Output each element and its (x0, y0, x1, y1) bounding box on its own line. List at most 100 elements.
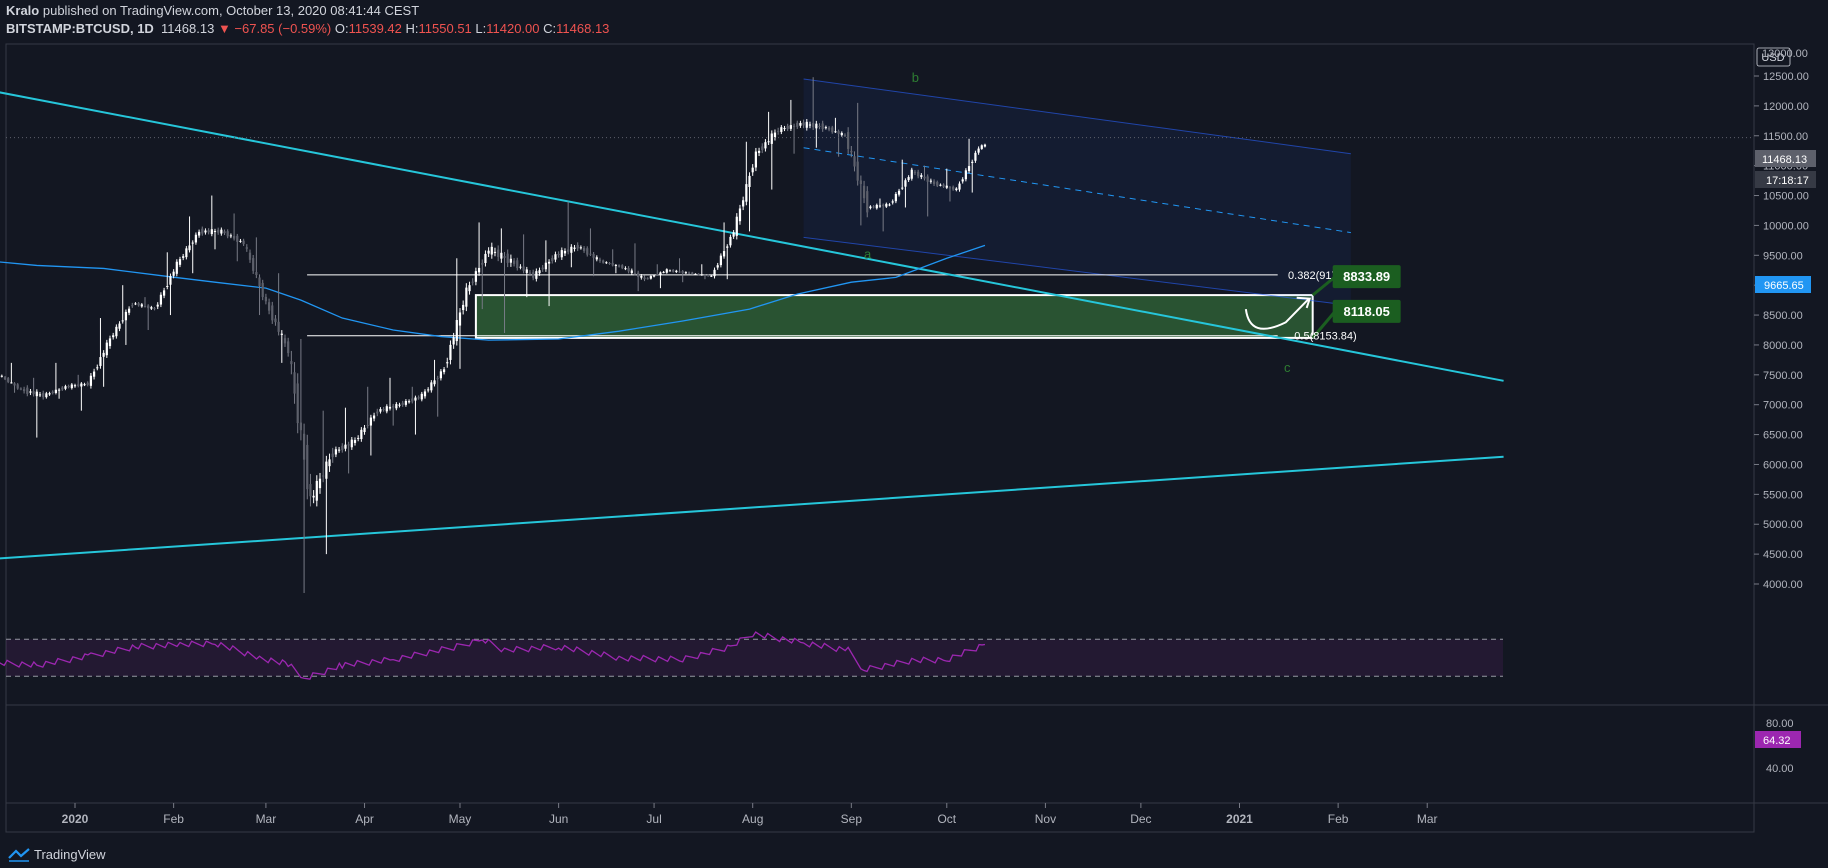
candle-body (290, 361, 293, 365)
price-tick-label: 5000.00 (1763, 519, 1803, 531)
price-axis[interactable]: 12500.0012000.0011500.0011000.0010500.00… (1754, 71, 1809, 591)
candle-body (538, 270, 541, 274)
candle-body (446, 362, 449, 364)
price-tick-top: 13000.00 (1762, 48, 1808, 60)
channel-lower-line[interactable] (803, 236, 1351, 306)
candle-body (764, 142, 767, 149)
fib-levels[interactable] (307, 274, 1278, 337)
candle-body (477, 267, 481, 273)
candle-body (891, 201, 894, 203)
price-channel[interactable] (803, 78, 1351, 306)
projection-arrow[interactable] (1244, 298, 1310, 330)
candle-body (681, 270, 684, 274)
target-high-tag[interactable]: 8833.89 (1332, 265, 1401, 289)
candle-body (932, 181, 936, 184)
candle-body (672, 269, 675, 272)
candle-body (210, 229, 213, 235)
candle-body (242, 240, 245, 245)
rsi-series-line (0, 631, 986, 680)
rsi-tick-40: 40.00 (1766, 763, 1794, 775)
candle-body (745, 184, 748, 202)
candle-body (850, 150, 853, 153)
candle-body (592, 253, 595, 258)
annotations[interactable] (6, 137, 1754, 339)
trendline-descending[interactable] (0, 91, 1504, 382)
candle-body (255, 272, 258, 276)
candle-body (738, 208, 742, 222)
candle-body (7, 378, 10, 382)
wave-b-label: b (912, 70, 919, 85)
candle-body (668, 270, 672, 272)
candle-body (372, 415, 376, 419)
candle-body (926, 176, 929, 182)
candle-body (503, 256, 506, 258)
candle-body (675, 270, 678, 273)
candle-body (38, 394, 42, 396)
low-value: 11420.00 (486, 21, 540, 36)
symbol-name[interactable]: BITSTAMP:BTCUSD, 1D (6, 21, 154, 36)
target-zone[interactable] (474, 294, 1314, 339)
candle-body (751, 167, 754, 173)
price-tick-label: 12000.00 (1763, 101, 1809, 113)
candle-body (245, 247, 248, 249)
candle-body (61, 387, 64, 390)
price-tick-label: 7000.00 (1763, 400, 1803, 412)
author-name[interactable]: Kralo (6, 3, 40, 18)
candle-body (143, 305, 147, 307)
close-value: 11468.13 (556, 21, 610, 36)
channel-upper-line[interactable] (803, 78, 1351, 155)
time-tick-label: Nov (1035, 812, 1056, 826)
currency-tag[interactable]: USD (1756, 47, 1791, 67)
candle-body (532, 272, 535, 278)
time-axis[interactable]: 2020 Feb Mar Apr May Jun Jul Aug Sep Oct Nov Dec 202… (62, 803, 1438, 826)
low-label: L: (475, 21, 487, 36)
target-low-tag[interactable]: 8118.05 (1332, 299, 1401, 323)
candle-body (166, 285, 169, 287)
target-zone-rect[interactable] (474, 294, 1314, 339)
candle-body (112, 335, 115, 338)
candle-body (442, 369, 446, 373)
candle-body (595, 257, 598, 260)
candle-body (697, 273, 700, 275)
time-tick-label: 2021 (1226, 812, 1253, 826)
candle-body (131, 305, 134, 307)
candle-body (188, 245, 191, 251)
time-tick-label: Sep (841, 812, 863, 826)
candle-body (878, 205, 882, 207)
candle-body (217, 229, 220, 233)
rsi-tag: 64.32 (1755, 731, 1801, 748)
price-tick-label: 7500.00 (1763, 370, 1803, 382)
price-tick-label: 9500.00 (1763, 250, 1803, 262)
candle-body (920, 175, 923, 178)
price-tick-label: 10000.00 (1763, 220, 1809, 232)
candle-body (411, 398, 414, 402)
candle-body (277, 321, 280, 332)
candle-body (812, 122, 815, 128)
candle-body (392, 405, 395, 408)
candle-body (16, 384, 19, 389)
channel-mid-line[interactable] (803, 147, 1351, 234)
candle-body (118, 323, 121, 329)
candle-body (519, 266, 522, 268)
candle-body (602, 260, 605, 263)
candle-body (353, 440, 357, 443)
candle-body (331, 453, 334, 458)
trendlines[interactable] (0, 91, 1504, 560)
candle-body (971, 161, 974, 163)
candle-body (169, 276, 172, 285)
candle-body (458, 312, 462, 326)
candle-body (936, 181, 939, 186)
candle-body (767, 141, 770, 143)
close-label: C: (543, 21, 557, 36)
candle-body (322, 475, 325, 477)
target-high-value: 8833.89 (1343, 269, 1390, 284)
candle-body (153, 308, 156, 310)
candle-body (137, 303, 140, 306)
footer[interactable]: TradingView (8, 847, 106, 862)
candle-body (57, 389, 61, 391)
candle-body (10, 382, 13, 384)
trendline-ascending[interactable] (0, 455, 1504, 560)
candle-body (293, 372, 296, 394)
time-tick-label: Feb (1328, 812, 1349, 826)
